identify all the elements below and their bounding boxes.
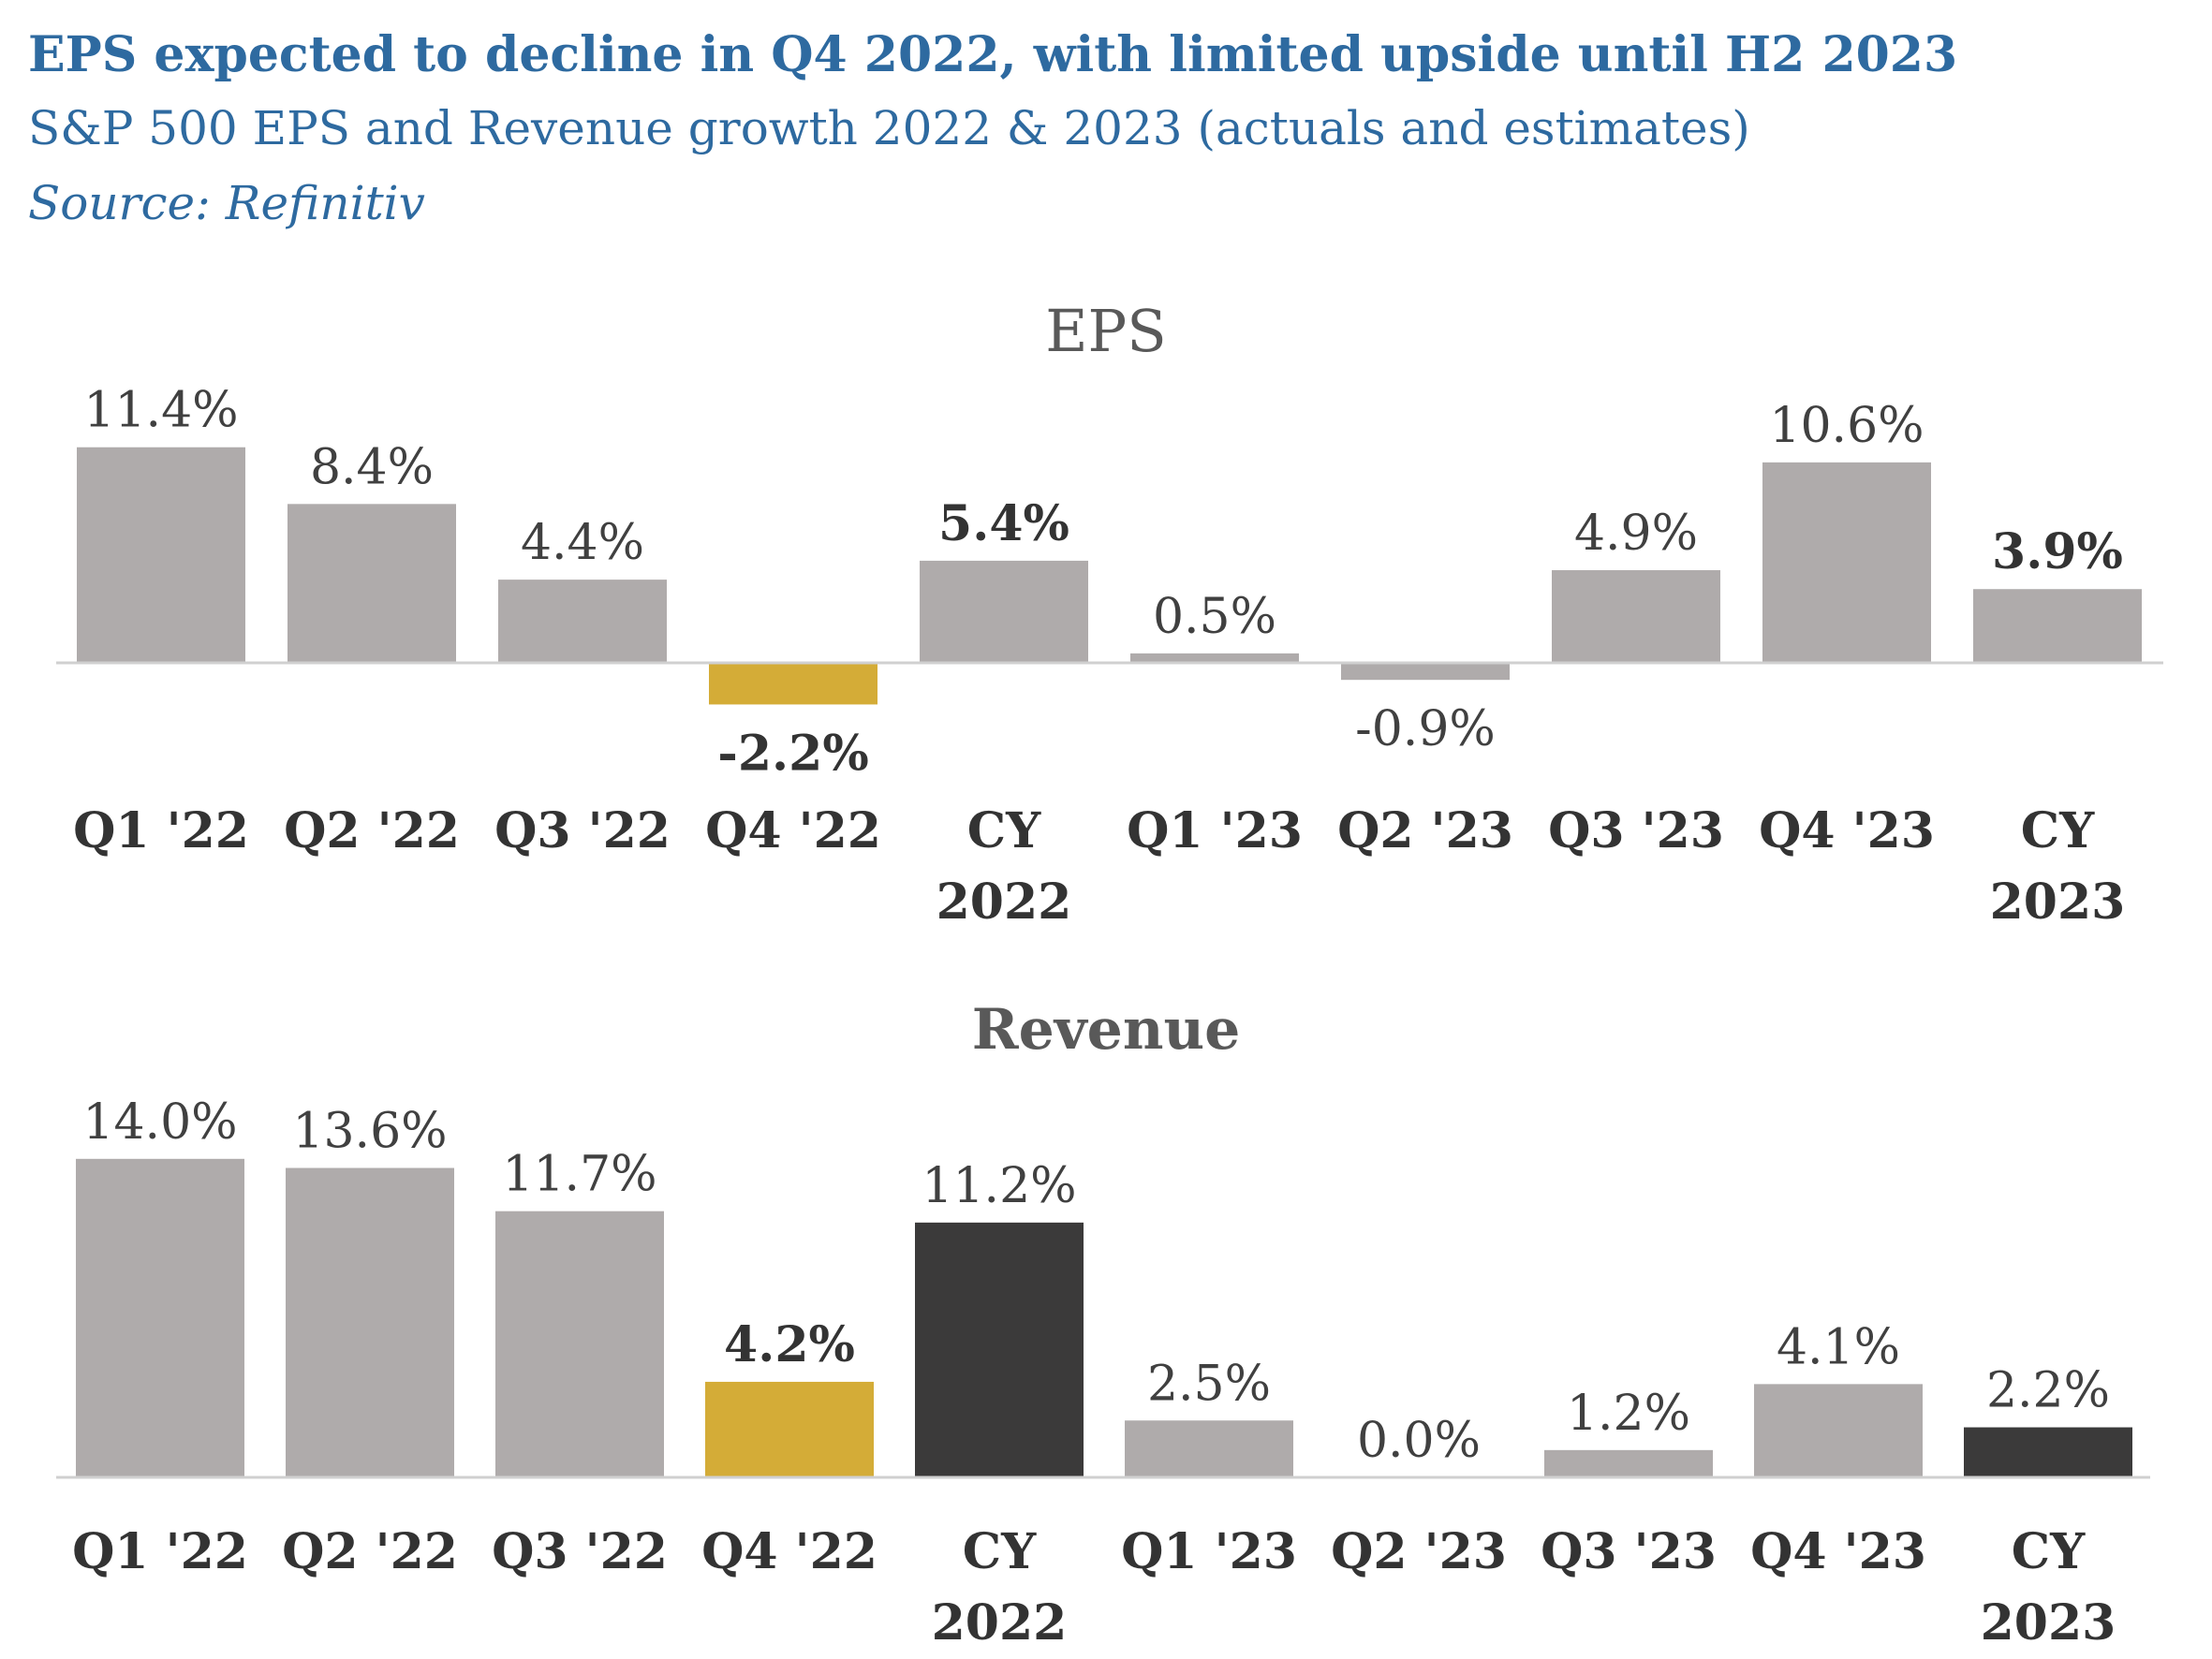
- eps-bar-8: [1552, 570, 1720, 663]
- revenue-category-label-5-line-2: 2022: [932, 1594, 1068, 1652]
- revenue-value-label-5: 11.2%: [922, 1158, 1076, 1214]
- revenue-value-label-3: 11.7%: [502, 1147, 656, 1203]
- revenue-category-label-2: Q2 '22: [282, 1523, 458, 1580]
- revenue-category-label-10-line-2: 2023: [1981, 1594, 2116, 1652]
- revenue-value-label-4: 4.2%: [724, 1316, 855, 1373]
- eps-panel-title: EPS: [1045, 297, 1166, 365]
- source-note: Source: Refinitiv: [28, 176, 425, 230]
- eps-value-label-2: 8.4%: [310, 439, 434, 495]
- revenue-bar-3: [495, 1211, 664, 1477]
- revenue-bar-8: [1544, 1449, 1713, 1477]
- eps-value-label-7: -0.9%: [1355, 701, 1496, 757]
- eps-bar-6: [1130, 653, 1299, 663]
- revenue-bar-9: [1754, 1384, 1923, 1477]
- eps-bar-9: [1762, 462, 1931, 663]
- eps-category-label-1: Q1 '22: [73, 802, 249, 859]
- eps-value-label-1: 11.4%: [83, 383, 238, 439]
- revenue-value-label-9: 4.1%: [1777, 1319, 1900, 1375]
- revenue-value-label-8: 1.2%: [1567, 1386, 1690, 1442]
- revenue-bar-10: [1964, 1427, 2132, 1477]
- eps-value-label-4: -2.2%: [717, 725, 868, 782]
- revenue-category-label-7: Q2 '23: [1331, 1523, 1507, 1580]
- revenue-category-label-6: Q1 '23: [1121, 1523, 1297, 1580]
- eps-bar-4: [709, 663, 877, 705]
- revenue-category-label-1: Q1 '22: [72, 1523, 248, 1580]
- eps-category-label-3: Q3 '22: [494, 802, 671, 859]
- eps-value-label-8: 4.9%: [1574, 506, 1698, 562]
- eps-bar-7: [1341, 663, 1510, 681]
- revenue-bar-4: [705, 1381, 874, 1477]
- revenue-value-label-10: 2.2%: [1986, 1363, 2110, 1419]
- eps-value-label-9: 10.6%: [1769, 398, 1924, 454]
- revenue-bar-6: [1125, 1420, 1293, 1477]
- eps-category-label-2: Q2 '22: [284, 802, 460, 859]
- eps-bar-10: [1973, 589, 2142, 663]
- eps-category-label-6: Q1 '23: [1127, 802, 1303, 859]
- eps-category-label-9: Q4 '23: [1759, 802, 1935, 859]
- eps-bar-1: [77, 447, 245, 663]
- revenue-bar-1: [76, 1158, 244, 1477]
- revenue-category-label-8: Q3 '23: [1541, 1523, 1717, 1580]
- revenue-value-label-7: 0.0%: [1357, 1413, 1481, 1469]
- revenue-bar-2: [286, 1167, 454, 1477]
- revenue-category-label-9: Q4 '23: [1750, 1523, 1926, 1580]
- eps-category-label-5-line-1: CY: [967, 802, 1041, 859]
- revenue-category-label-5-line-1: CY: [963, 1523, 1037, 1580]
- revenue-value-label-2: 13.6%: [292, 1104, 447, 1160]
- eps-category-label-8: Q3 '23: [1548, 802, 1724, 859]
- revenue-category-label-10-line-1: CY: [2012, 1523, 2086, 1580]
- chart-title: EPS expected to decline in Q4 2022, with…: [28, 26, 1958, 83]
- eps-value-label-3: 4.4%: [521, 515, 644, 571]
- eps-category-label-10-line-2: 2023: [1990, 874, 2126, 931]
- eps-value-label-5: 5.4%: [938, 495, 1069, 552]
- eps-bar-3: [498, 580, 667, 663]
- eps-bar-2: [288, 504, 456, 663]
- eps-category-label-7: Q2 '23: [1337, 802, 1513, 859]
- eps-category-label-5-line-2: 2022: [936, 874, 1072, 931]
- revenue-category-label-4: Q4 '22: [701, 1523, 877, 1580]
- chart-subtitle: S&P 500 EPS and Revenue growth 2022 & 20…: [28, 101, 1750, 155]
- eps-value-label-6: 0.5%: [1153, 589, 1276, 645]
- revenue-panel-title: Revenue: [972, 997, 1241, 1063]
- eps-bar-5: [920, 560, 1088, 663]
- revenue-category-label-3: Q3 '22: [492, 1523, 668, 1580]
- eps-category-label-10-line-1: CY: [2021, 802, 2095, 859]
- revenue-value-label-6: 2.5%: [1147, 1356, 1271, 1412]
- eps-category-label-4: Q4 '22: [705, 802, 881, 859]
- eps-value-label-10: 3.9%: [1992, 523, 2123, 580]
- revenue-value-label-1: 14.0%: [82, 1094, 237, 1151]
- revenue-bar-5: [915, 1222, 1084, 1477]
